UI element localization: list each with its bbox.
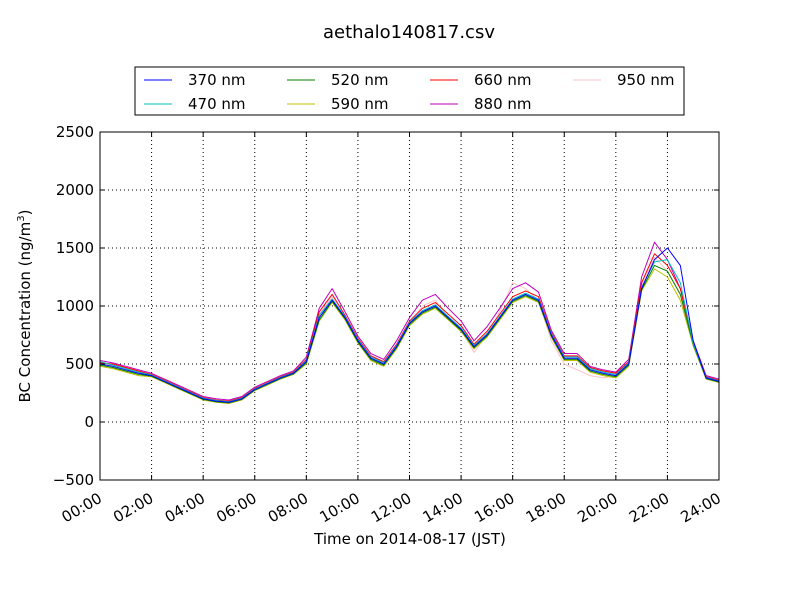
y-tick-label: 2500: [56, 123, 94, 141]
y-axis-label-main: BC Concentration (ng/m: [16, 222, 34, 403]
series-line: [99, 264, 720, 404]
chart-title: aethalo140817.csv: [323, 22, 495, 43]
legend: 370 nm 470 nm 520 nm 590 nm 660 nm 880 nm 950 …: [134, 66, 685, 116]
legend-label: 660 nm: [474, 71, 532, 89]
legend-label: 370 nm: [188, 71, 246, 89]
legend-entries: 370 nm 470 nm 520 nm 590 nm 660 nm 880 nm 950 …: [144, 71, 675, 113]
plot-background: [100, 132, 719, 480]
y-tick-labels: −500 0 500 1000 1500 2000 2500: [53, 123, 94, 489]
series-line: [99, 241, 720, 401]
ticks: [99, 131, 720, 481]
y-tick-label: 2000: [56, 181, 94, 199]
y-tick-label: 1000: [56, 297, 94, 315]
x-axis-label: Time on 2014-08-17 (JST): [313, 530, 506, 548]
legend-box: [134, 66, 685, 116]
y-axis-label: BC Concentration (ng/m3): [16, 210, 34, 403]
y-axis-label-superscript: 3: [16, 215, 27, 221]
series-line: [99, 259, 720, 403]
y-tick-label: −500: [53, 471, 94, 489]
y-tick-label: 500: [65, 355, 94, 373]
legend-label: 590 nm: [331, 95, 389, 113]
series-line: [99, 268, 720, 404]
y-axis-label-end: ): [16, 210, 34, 216]
y-tick-label: 1500: [56, 239, 94, 257]
series-layer: [99, 241, 720, 404]
plot-area: [99, 131, 720, 481]
series-line: [99, 247, 720, 403]
legend-label: 950 nm: [617, 71, 675, 89]
legend-label: 880 nm: [474, 95, 532, 113]
y-tick-label: 0: [84, 413, 94, 431]
series-line: [99, 253, 720, 402]
legend-label: 470 nm: [188, 95, 246, 113]
legend-label: 520 nm: [331, 71, 389, 89]
